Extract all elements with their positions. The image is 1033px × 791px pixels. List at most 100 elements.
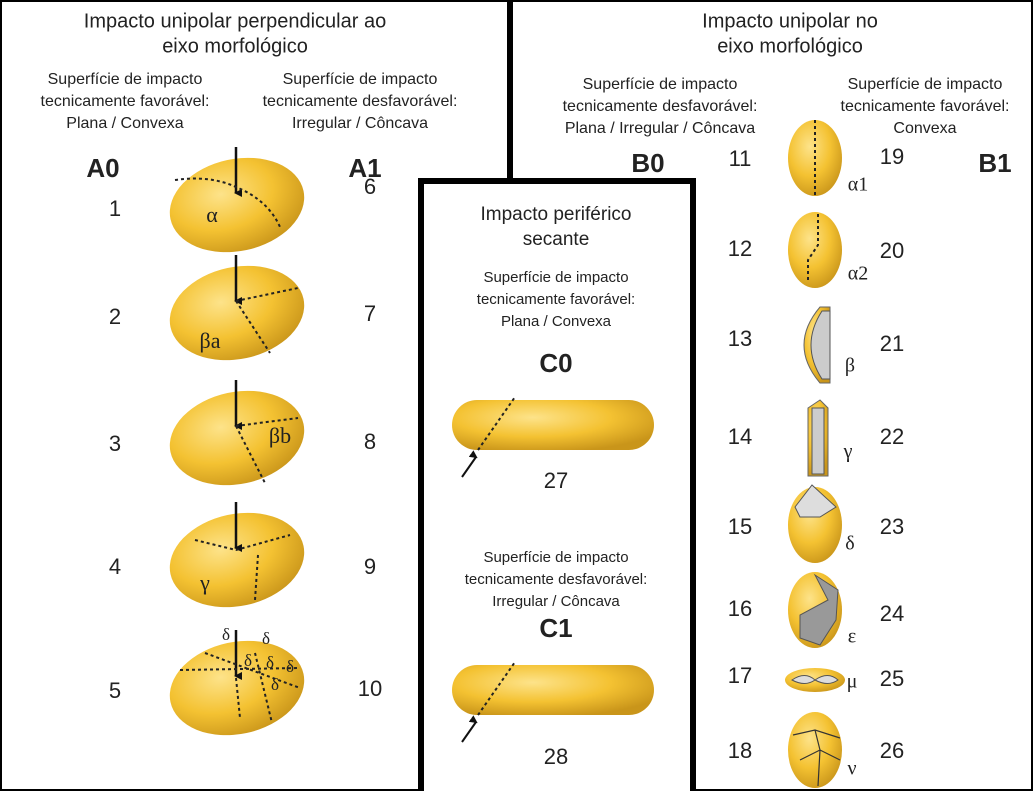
fracture-line <box>235 287 299 354</box>
pebble <box>169 265 305 361</box>
fracture-line <box>477 661 516 716</box>
column-heading: Irregular / Côncava <box>292 115 428 132</box>
greek-label: α <box>206 202 218 227</box>
column-heading: Superfície de impacto <box>48 71 203 88</box>
number: 10 <box>358 676 382 701</box>
fracture-line <box>792 729 841 787</box>
number: 26 <box>880 738 904 763</box>
shapes <box>169 120 845 788</box>
column-heading: Plana / Convexa <box>66 115 184 132</box>
pebble <box>169 512 305 608</box>
column-heading: Plana / Irregular / Côncava <box>565 120 755 137</box>
number: 18 <box>728 738 752 763</box>
number: 14 <box>728 424 752 449</box>
column-heading: Superfície de impacto <box>848 76 1003 93</box>
number: 24 <box>880 601 904 626</box>
number: 20 <box>880 238 904 263</box>
column-label: A0 <box>86 153 119 183</box>
elongated-pebble <box>452 665 654 715</box>
number: 3 <box>109 431 121 456</box>
column-label: A1 <box>348 153 381 183</box>
greek-label: ε <box>848 626 856 648</box>
section-heading: Plana / Convexa <box>501 313 612 330</box>
number: 15 <box>728 514 752 539</box>
section-heading: tecnicamente favorável: <box>477 291 635 308</box>
greek-label: γ <box>199 570 210 595</box>
column-label: B1 <box>978 148 1011 178</box>
section-label: C0 <box>539 348 572 378</box>
number: 12 <box>728 236 752 261</box>
section-heading: tecnicamente desfavorável: <box>465 571 648 588</box>
fracture-line <box>194 534 291 601</box>
column-heading: tecnicamente desfavorável: <box>563 98 758 115</box>
scar <box>799 573 839 646</box>
greek-label: δ <box>286 657 294 676</box>
greek-label: δ <box>845 533 854 555</box>
number: 19 <box>880 144 904 169</box>
number: 21 <box>880 331 904 356</box>
scar <box>794 484 837 518</box>
pebble <box>169 640 305 736</box>
greek-label: δ <box>262 629 270 648</box>
number: 23 <box>880 514 904 539</box>
number: 4 <box>109 554 121 579</box>
panel-title: eixo morfológico <box>717 35 863 57</box>
greek-label: δ <box>271 675 279 694</box>
pebble <box>788 712 842 788</box>
column-label: B0 <box>631 148 664 178</box>
number: 2 <box>109 304 121 329</box>
number: 25 <box>880 666 904 691</box>
greek-label: βb <box>269 423 291 448</box>
scar <box>810 310 831 380</box>
column-heading: tecnicamente desfavorável: <box>263 93 458 110</box>
scar <box>811 407 825 475</box>
panel-title: Impacto unipolar no <box>702 10 878 32</box>
column-heading: tecnicamente favorável: <box>841 98 1010 115</box>
number: 13 <box>728 326 752 351</box>
greek-label: α2 <box>848 263 868 285</box>
number: 11 <box>729 146 752 171</box>
column-heading: tecnicamente favorável: <box>41 93 210 110</box>
greek-label: δ <box>222 625 230 644</box>
fracture-line <box>235 417 299 484</box>
number: 27 <box>544 468 568 493</box>
column-heading: Convexa <box>893 120 956 137</box>
number: 28 <box>544 744 568 769</box>
pebble <box>169 390 305 486</box>
number: 8 <box>364 429 376 454</box>
number: 6 <box>364 174 376 199</box>
greek-label: γ <box>843 441 853 463</box>
fracture-line <box>174 177 281 228</box>
fracture-line <box>179 652 301 724</box>
scar <box>791 675 839 684</box>
greek-label: δ <box>244 651 252 670</box>
greek-label: μ <box>847 671 858 693</box>
section-label: C1 <box>539 613 572 643</box>
greek-label: β <box>845 355 855 377</box>
column-heading: Superfície de impacto <box>583 76 738 93</box>
section-heading: Irregular / Côncava <box>492 593 620 610</box>
number: 7 <box>364 301 376 326</box>
greek-label: α1 <box>848 174 868 196</box>
elongated-pebble <box>452 400 654 450</box>
panel-title: Impacto periférico <box>480 204 631 225</box>
number: 1 <box>109 196 121 221</box>
number: 16 <box>728 596 752 621</box>
number: 5 <box>109 678 121 703</box>
column-heading: Superfície de impacto <box>283 71 438 88</box>
greek-label: ν <box>847 758 856 780</box>
panel-title: secante <box>523 229 590 250</box>
number: 9 <box>364 554 376 579</box>
section-heading: Superfície de impacto <box>483 549 628 566</box>
panel-title: eixo morfológico <box>162 35 308 57</box>
impact-arrow <box>461 715 478 743</box>
greek-label: δ <box>266 653 274 672</box>
section-heading: Superfície de impacto <box>483 269 628 286</box>
greek-label: βa <box>200 328 221 353</box>
impact-arrow <box>461 450 478 478</box>
fracture-line <box>477 396 516 451</box>
pebble <box>169 157 305 253</box>
number: 17 <box>728 663 752 688</box>
panel-title: Impacto unipolar perpendicular ao <box>84 10 386 32</box>
